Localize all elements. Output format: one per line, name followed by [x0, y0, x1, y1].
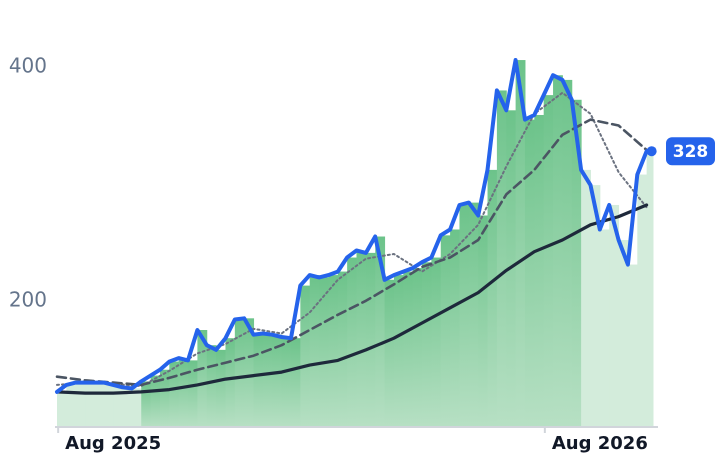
price-bar [94, 382, 105, 427]
dotted-line [56, 91, 648, 388]
price-bar [272, 334, 283, 427]
price-bar [328, 275, 339, 427]
price-bar [534, 114, 545, 427]
price-bar [553, 75, 563, 427]
price-bar [609, 204, 620, 427]
price-bar [581, 169, 591, 427]
price-bar [618, 240, 629, 427]
price-bar [365, 252, 376, 427]
price-bar [375, 236, 386, 427]
price-bar [131, 388, 142, 427]
price-bar [459, 204, 470, 427]
price-bar [150, 375, 161, 427]
price-bar [337, 271, 348, 427]
price-bar [300, 285, 311, 427]
price-bar [234, 319, 245, 427]
price-bar [384, 279, 395, 427]
price-bar [206, 345, 217, 427]
price-bar [169, 361, 180, 427]
price-bar [159, 369, 170, 427]
price-bar [515, 60, 526, 428]
price-bar [496, 90, 507, 428]
price-bar [450, 229, 460, 427]
price-bar [188, 360, 198, 427]
price-bar [412, 268, 423, 427]
price-bar [66, 384, 77, 427]
price-bar [571, 99, 582, 427]
last-price-badge [666, 137, 715, 166]
price-bar [290, 338, 301, 427]
price-bar [216, 349, 226, 427]
solid-line [55, 203, 649, 395]
price-bar [75, 382, 86, 427]
price-bar [356, 250, 367, 427]
price-bar [281, 337, 292, 427]
price-bar [403, 271, 414, 427]
price-bar [590, 185, 601, 427]
price-bar [113, 384, 124, 427]
price-bar [309, 275, 320, 427]
price-bar [347, 257, 357, 427]
price-bar [487, 169, 498, 427]
price-bar [197, 330, 208, 427]
price-bar [627, 264, 638, 427]
price-bar [599, 229, 610, 427]
price-line [55, 58, 649, 394]
last-price-label: 328 [673, 142, 709, 162]
price-bar [431, 257, 442, 427]
price-bar [422, 262, 432, 427]
x-tick-label: Aug 2025 [65, 433, 161, 454]
price-bar [262, 333, 273, 427]
price-bar [478, 215, 489, 427]
price-bar [543, 95, 554, 427]
last-price-dot [646, 146, 657, 157]
price-bar [319, 277, 329, 427]
x-tick-label: Aug 2026 [552, 433, 648, 454]
price-bar [253, 334, 264, 427]
dashed-line [55, 118, 648, 387]
price-bar [141, 381, 152, 427]
price-bar [178, 358, 189, 427]
price-bar [57, 391, 67, 427]
y-tick-label: 200 [9, 287, 47, 311]
price-bar [646, 151, 654, 428]
price-bar [524, 119, 535, 428]
price-bar [244, 318, 255, 427]
price-bar [562, 79, 573, 428]
price-bar [468, 202, 479, 427]
price-bar [225, 338, 236, 427]
price-bar [85, 382, 95, 427]
y-tick-label: 400 [9, 54, 47, 78]
price-bar [637, 174, 648, 427]
price-bar [440, 235, 451, 427]
price-bar [393, 275, 404, 427]
price-bar [122, 387, 133, 427]
price-bar [103, 382, 114, 427]
